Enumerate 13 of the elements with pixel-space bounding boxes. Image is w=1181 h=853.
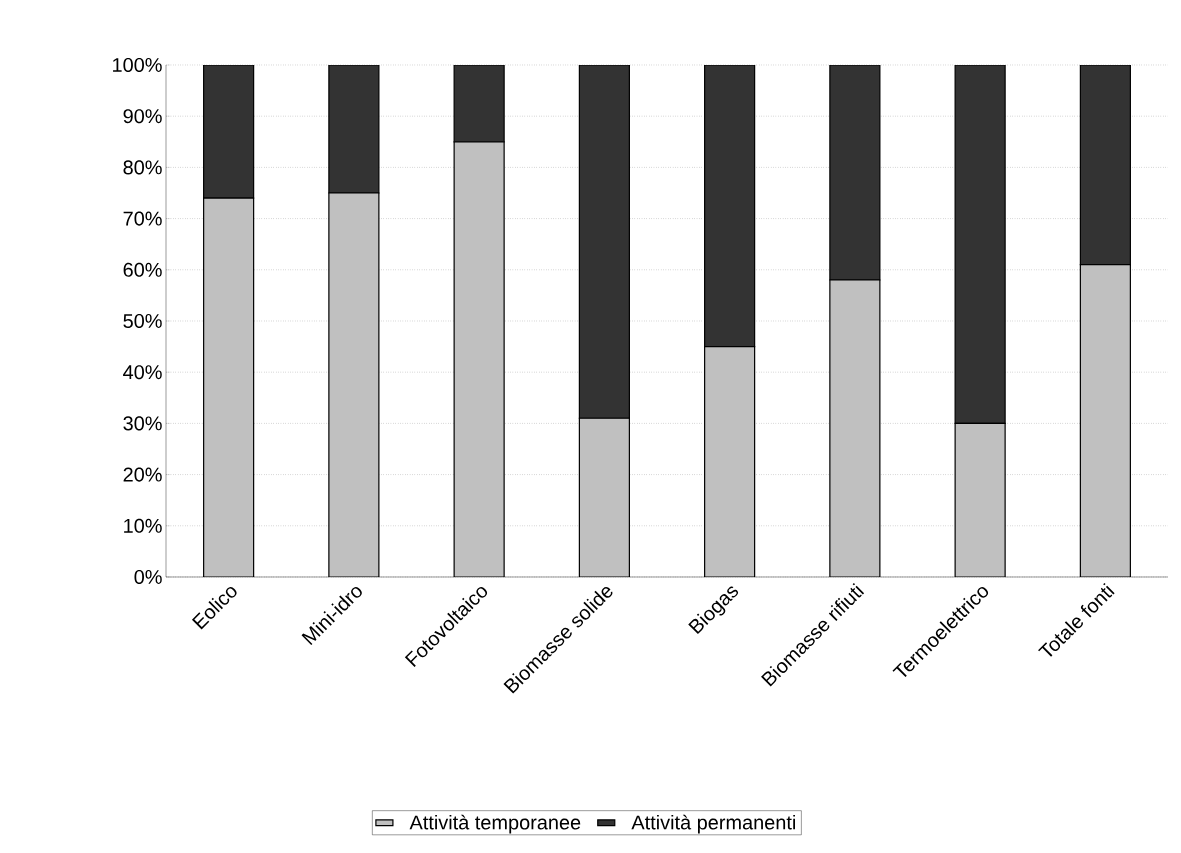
y-tick-label: 50% [123, 313, 162, 329]
legend-label: Attività temporanee [409, 814, 581, 834]
y-tick-label: 30% [123, 416, 162, 431]
y-tick-label: 100% [113, 57, 162, 73]
y-tick-label: 80% [123, 160, 162, 175]
y-tick-label: 20% [123, 467, 162, 482]
y-tick-label: 10% [124, 518, 162, 533]
y-tick-label: 40% [123, 365, 162, 380]
y-tick-label: 90% [123, 109, 162, 124]
y-tick-label: 60% [123, 262, 162, 277]
legend-label: Attività permanenti [631, 814, 795, 834]
y-tick-label: 0% [134, 569, 162, 585]
y-tick-label: 70% [123, 211, 162, 226]
